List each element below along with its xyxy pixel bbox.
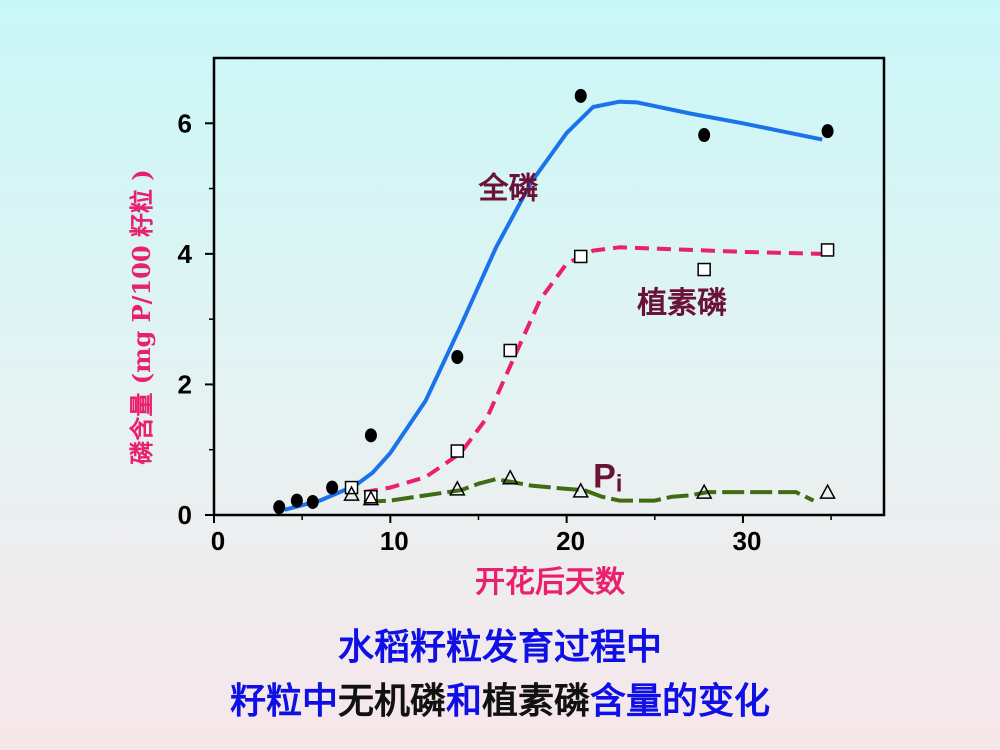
pi-label: Pi — [593, 457, 622, 497]
total-phosphorus-point — [290, 493, 303, 508]
pi-point — [572, 482, 589, 498]
phytin-phosphorus-point — [450, 444, 465, 458]
phytin-phosphorus-point — [573, 249, 588, 264]
phytin-phosphorus-point — [820, 243, 835, 257]
x-axis-label: 开花后天数 — [475, 565, 626, 600]
total-phosphorus-point — [574, 88, 587, 103]
caption-part: 和 — [445, 680, 482, 722]
total-phosphorus-line — [283, 99, 823, 512]
caption-part-highlight: 植素磷 — [482, 680, 591, 722]
y-axis-label: 磷含量 (mg P/100 籽粒 ) — [127, 169, 156, 464]
y-tick-label: 0 — [178, 500, 192, 530]
total-phosphorus-point — [821, 124, 834, 139]
pi-line — [363, 477, 815, 504]
pi-point — [362, 490, 380, 506]
total-phosphorus-point — [698, 128, 711, 143]
plot-frame — [212, 56, 886, 517]
pi-point — [501, 469, 519, 485]
pi-point — [449, 480, 466, 496]
pi-point — [819, 483, 836, 499]
x-tick-label: 10 — [380, 526, 409, 556]
pi-point — [343, 485, 360, 501]
total-phosphorus-point — [306, 494, 319, 509]
total-phosphorus-point — [364, 428, 377, 443]
phytin-phosphorus-label: 植素磷 — [637, 286, 727, 321]
x-tick-label: 30 — [732, 526, 761, 556]
total-phosphorus-label: 全磷 — [477, 172, 538, 207]
y-tick-label: 6 — [178, 108, 192, 138]
phytin-phosphorus-line — [363, 245, 823, 495]
y-tick-label: 2 — [178, 369, 192, 399]
caption-part: 籽粒中 — [229, 680, 338, 722]
caption-line-2: 籽粒中无机磷和植素磷含量的变化 — [0, 672, 1000, 724]
total-phosphorus-point — [273, 500, 286, 515]
total-phosphorus-point — [451, 350, 464, 365]
y-tick-label: 4 — [178, 239, 193, 269]
caption-part-highlight: 无机磷 — [337, 680, 446, 722]
phytin-phosphorus-point — [503, 343, 517, 358]
pi-point — [695, 483, 713, 499]
caption-line-1: 水稻籽粒发育过程中 — [337, 626, 662, 668]
x-tick-label: 0 — [211, 526, 225, 556]
phytin-phosphorus-point — [697, 262, 711, 277]
total-phosphorus-point — [326, 480, 339, 495]
x-tick-label: 20 — [556, 526, 585, 556]
caption-part: 含量的变化 — [590, 680, 771, 722]
